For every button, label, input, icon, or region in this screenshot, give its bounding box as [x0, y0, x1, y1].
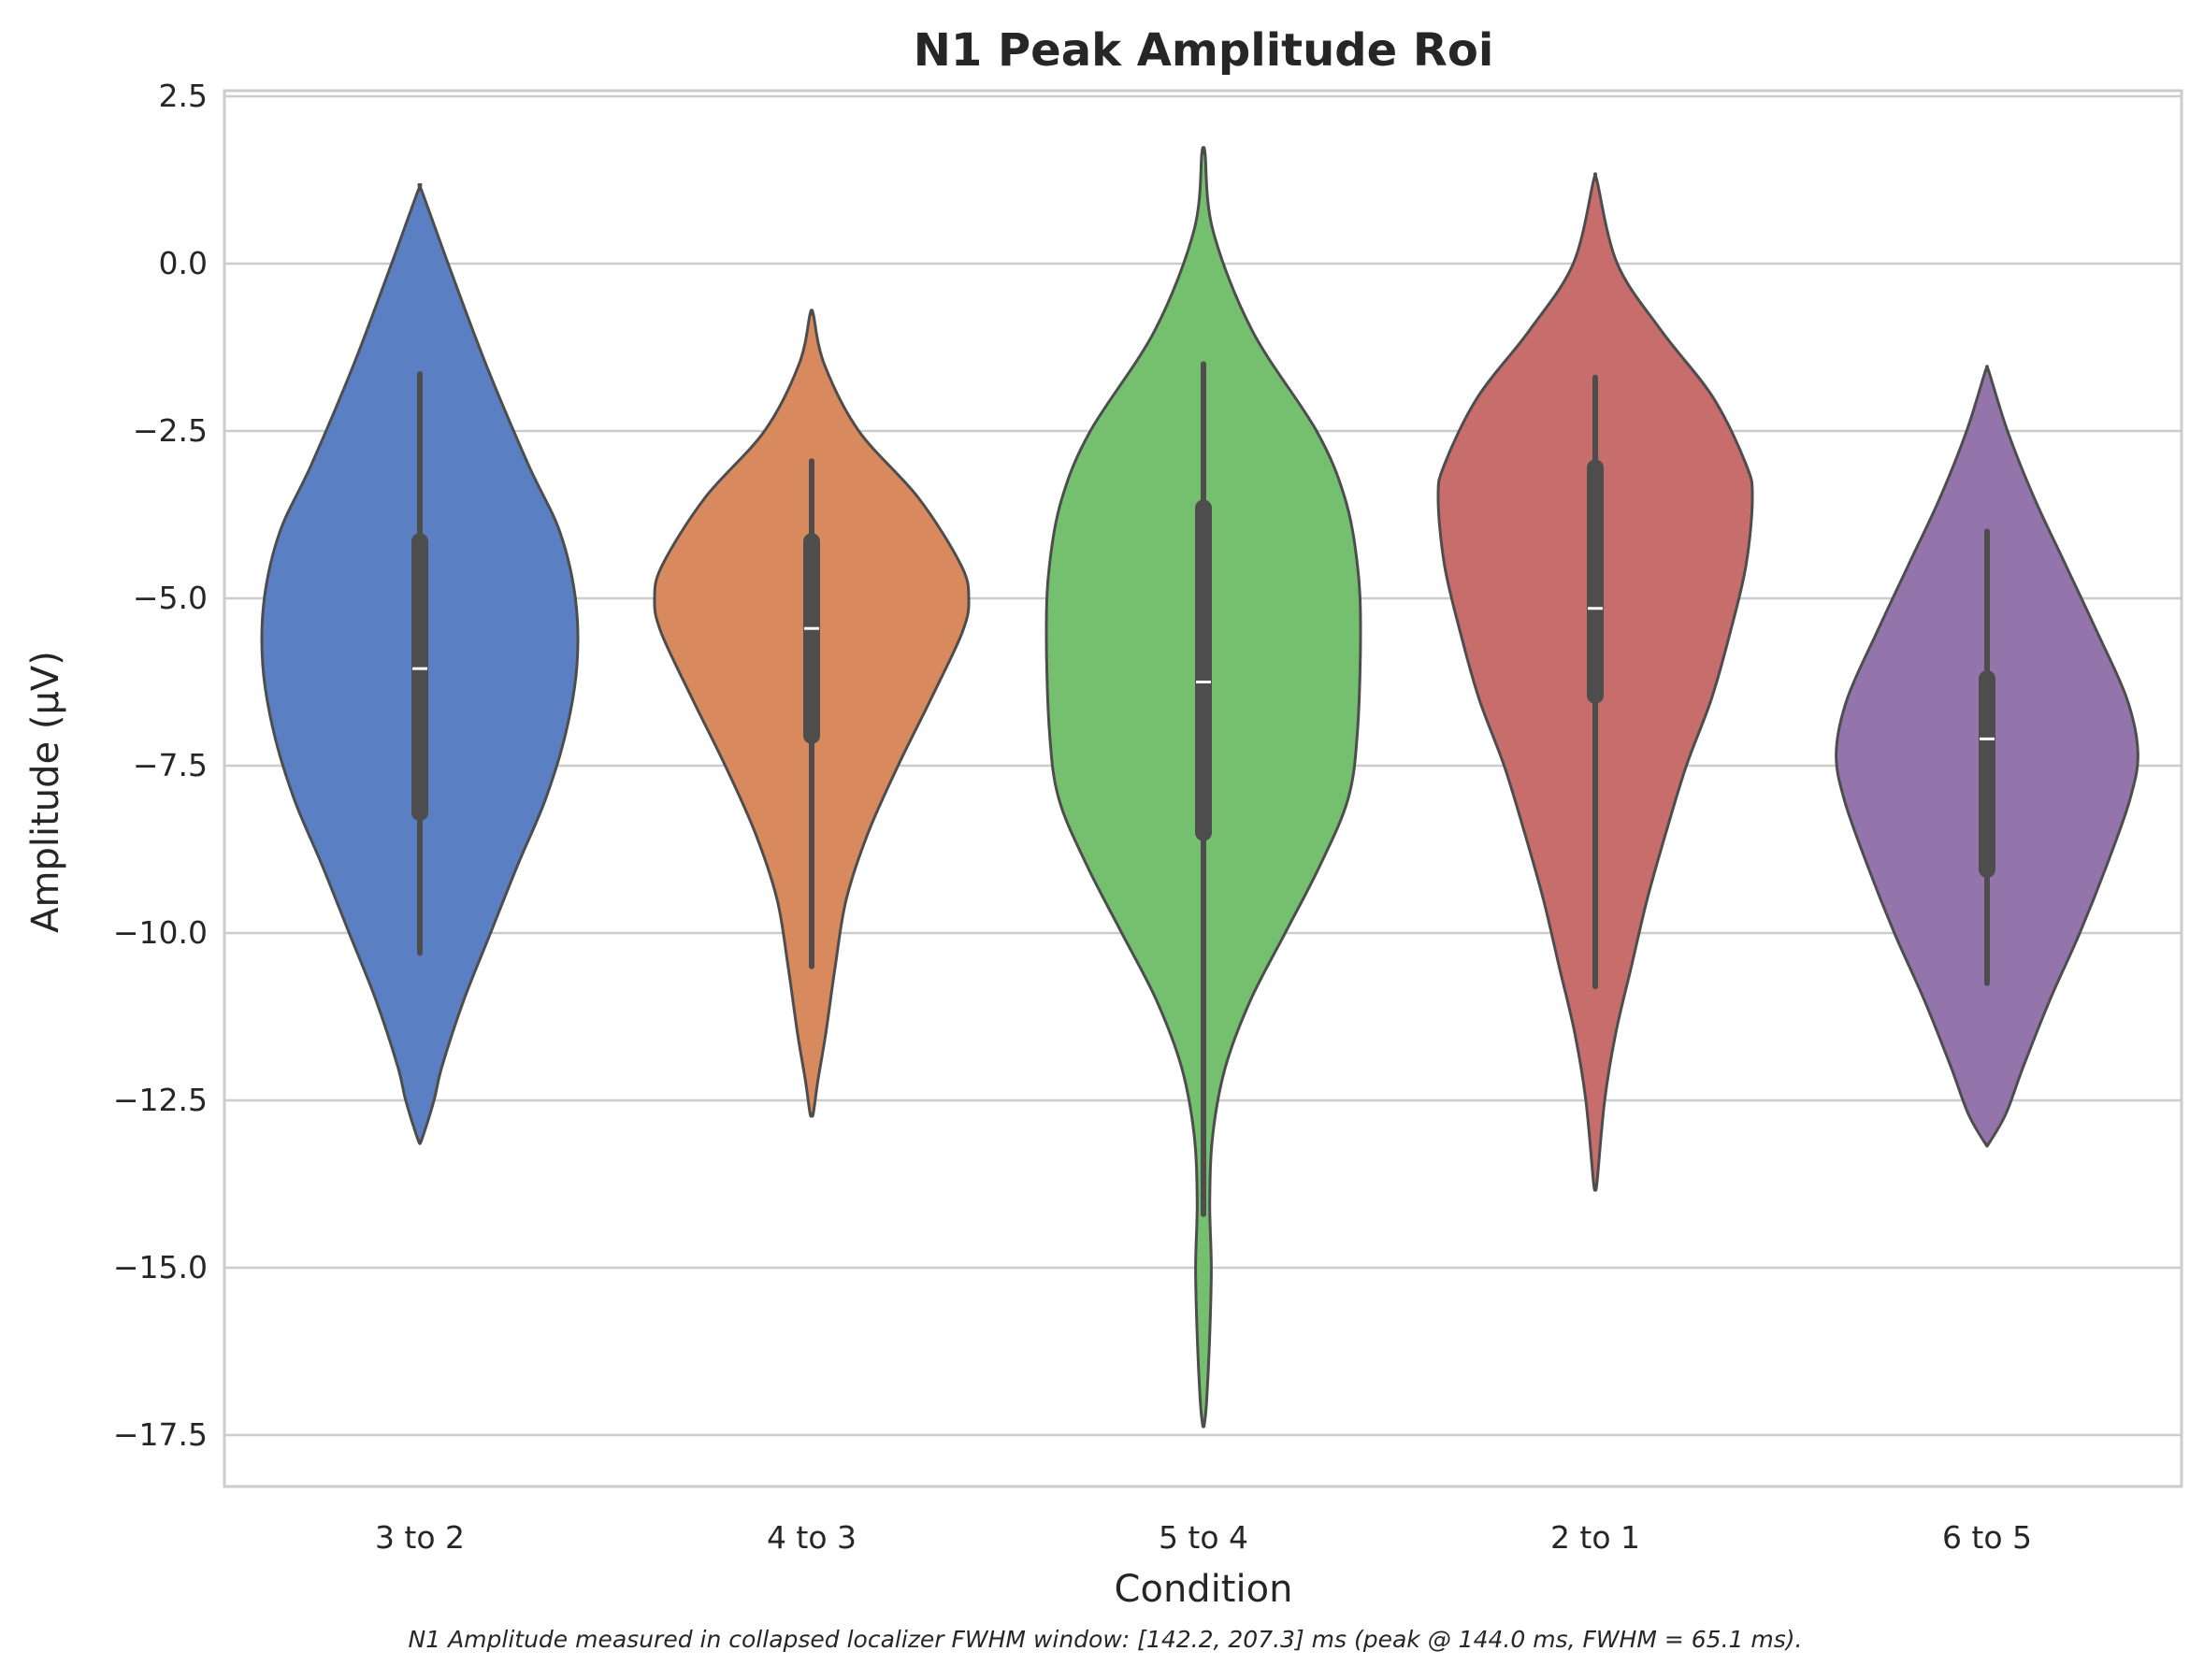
y-tick-label: −5.0 — [133, 580, 208, 616]
x-tick-label: 3 to 2 — [375, 1519, 465, 1556]
violin-4-to-3 — [653, 309, 971, 1118]
y-tick-label: −10.0 — [113, 914, 208, 951]
x-tick-label: 4 to 3 — [767, 1519, 857, 1556]
y-axis-label: Amplitude (µV) — [24, 651, 67, 933]
y-tick-label: 0.0 — [159, 245, 208, 281]
violin-2-to-1 — [1436, 172, 1754, 1192]
x-tick-label: 6 to 5 — [1942, 1519, 2032, 1556]
y-tick-label: −7.5 — [133, 747, 208, 783]
x-tick-label: 2 to 1 — [1550, 1519, 1640, 1556]
x-axis-label: Condition — [1115, 1568, 1293, 1611]
chart-title: N1 Peak Amplitude Roi — [914, 24, 1494, 77]
y-tick-label: 2.5 — [159, 78, 208, 114]
x-tick-labels: 3 to 2 4 to 3 5 to 4 2 to 1 6 to 5 — [375, 1519, 2032, 1556]
x-tick-label: 5 to 4 — [1159, 1519, 1248, 1556]
violin-5-to-4 — [1044, 146, 1362, 1429]
y-tick-label: −2.5 — [133, 412, 208, 449]
y-tick-label: −17.5 — [113, 1416, 208, 1453]
violin-6-to-5 — [1835, 365, 2139, 1148]
y-tick-label: −12.5 — [113, 1082, 208, 1118]
plot-frame — [223, 89, 2183, 1488]
violin-3-to-2 — [260, 182, 580, 1145]
violins — [260, 146, 2139, 1429]
chart-caption: N1 Amplitude measured in collapsed local… — [409, 1626, 1803, 1653]
y-tick-labels: 2.5 0.0 −2.5 −5.0 −7.5 −10.0 −12.5 −15.0 −17.5 — [113, 78, 208, 1453]
y-tick-label: −15.0 — [113, 1249, 208, 1285]
